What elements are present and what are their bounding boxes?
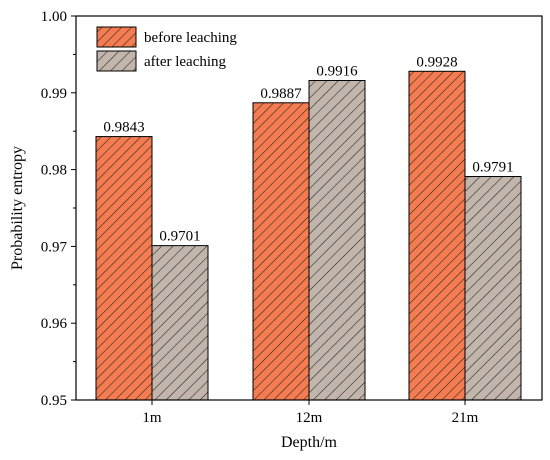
y-tick-label-0.99: 0.99 (41, 86, 67, 102)
y-tick-label-0.96: 0.96 (41, 316, 68, 332)
x-tick-label-1m: 1m (142, 410, 162, 426)
y-axis-title: Probability entropy (9, 146, 26, 270)
data-labels-group: 0.9843 0.9701 0.9887 0.9916 0.9928 0.9791 (103, 54, 513, 244)
data-label-after-leaching-1m: 0.9701 (159, 229, 200, 245)
data-label-before-leaching-21m: 0.9928 (416, 54, 457, 70)
data-label-before-leaching-1m: 0.9843 (103, 120, 144, 136)
legend-label-before-leaching: before leaching (144, 30, 237, 46)
legend-swatch-after-leaching (96, 50, 137, 72)
x-axis-title: Depth/m (281, 434, 338, 451)
bar-before-leaching-12m (252, 102, 310, 401)
bar-before-leaching-1m (95, 136, 153, 401)
bars-group (95, 70, 522, 401)
y-tick-label-0.97: 0.97 (41, 239, 68, 255)
ticks-group: 1m 12m 21m 0.95 0.96 0.97 0.98 0.99 1.00 (41, 9, 479, 426)
y-tick-label-0.98: 0.98 (41, 163, 67, 179)
legend-label-after-leaching: after leaching (144, 54, 227, 70)
legend-swatch-before-leaching (96, 26, 137, 48)
bar-after-leaching-12m (308, 80, 366, 401)
bar-after-leaching-1m (151, 245, 209, 401)
data-label-after-leaching-21m: 0.9791 (472, 160, 513, 176)
legend: before leaching after leaching (96, 26, 237, 72)
bar-before-leaching-21m (408, 70, 466, 401)
x-tick-label-12m: 12m (296, 410, 323, 426)
data-label-after-leaching-12m: 0.9916 (316, 64, 358, 80)
y-tick-label-0.95: 0.95 (41, 393, 67, 409)
y-tick-label-1.00: 1.00 (41, 9, 67, 25)
x-tick-label-21m: 21m (452, 410, 479, 426)
bar-after-leaching-21m (464, 176, 522, 401)
data-label-before-leaching-12m: 0.9887 (260, 86, 302, 102)
